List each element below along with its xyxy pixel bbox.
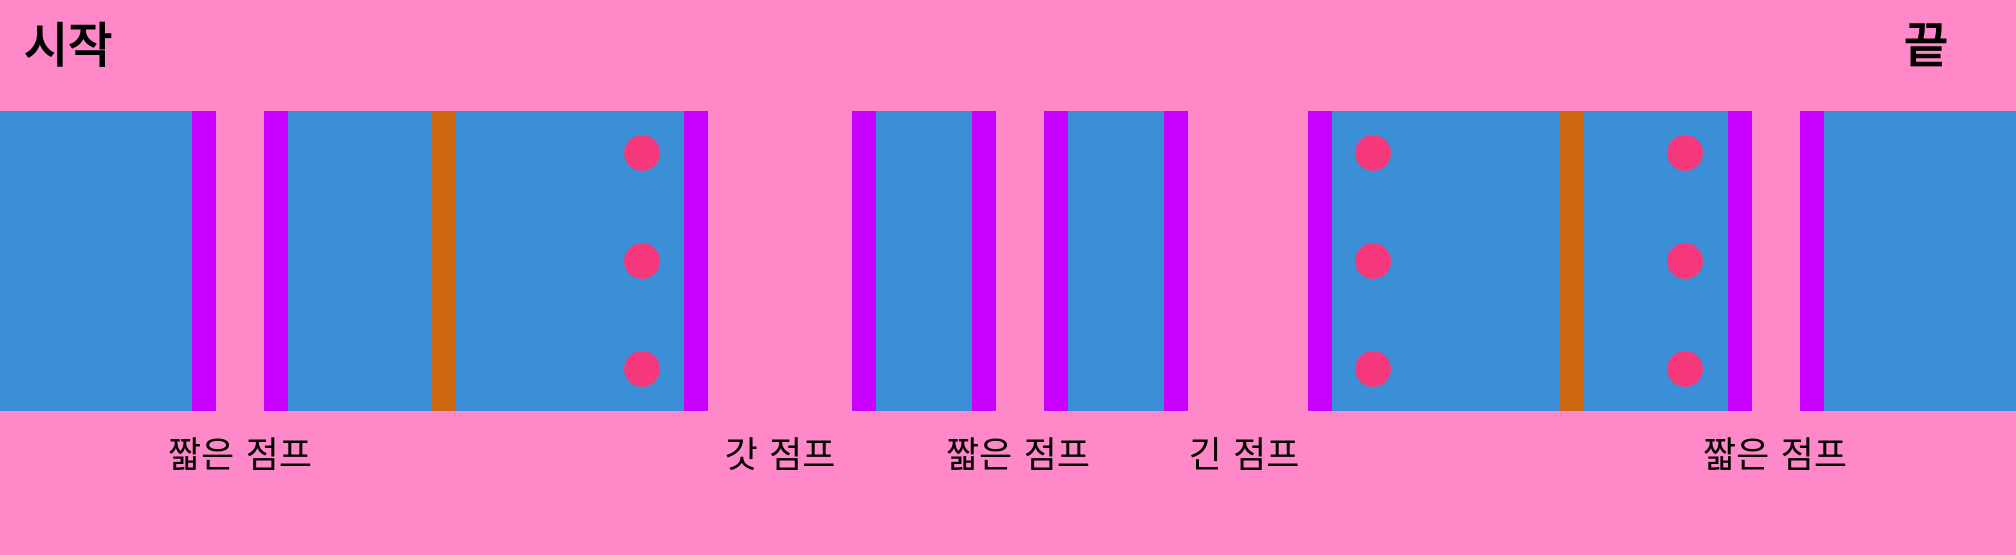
pillar: [1560, 111, 1584, 411]
start-label: 시작: [24, 18, 113, 74]
coin: [624, 351, 660, 387]
jump-label: 짧은 점프: [946, 435, 1090, 476]
wall: [1164, 111, 1188, 411]
coin: [624, 243, 660, 279]
wall: [1308, 111, 1332, 411]
wall: [192, 111, 216, 411]
wall: [684, 111, 708, 411]
coin: [1667, 135, 1703, 171]
coin: [624, 135, 660, 171]
wall: [264, 111, 288, 411]
jump-label: 짧은 점프: [1703, 435, 1847, 476]
coin: [1667, 243, 1703, 279]
jump-label: 긴 점프: [1188, 435, 1300, 476]
coin: [1667, 351, 1703, 387]
end-label: 끝: [1904, 18, 1949, 74]
platform-segment: [0, 111, 216, 411]
platform-segment: [1800, 111, 2016, 411]
coin: [1355, 351, 1391, 387]
jump-label: 갓 점프: [724, 435, 836, 476]
wall: [972, 111, 996, 411]
pillar: [432, 111, 456, 411]
coin: [1355, 135, 1391, 171]
coin: [1355, 243, 1391, 279]
wall: [1800, 111, 1824, 411]
wall: [1728, 111, 1752, 411]
jump-label: 짧은 점프: [168, 435, 312, 476]
wall: [852, 111, 876, 411]
wall: [1044, 111, 1068, 411]
